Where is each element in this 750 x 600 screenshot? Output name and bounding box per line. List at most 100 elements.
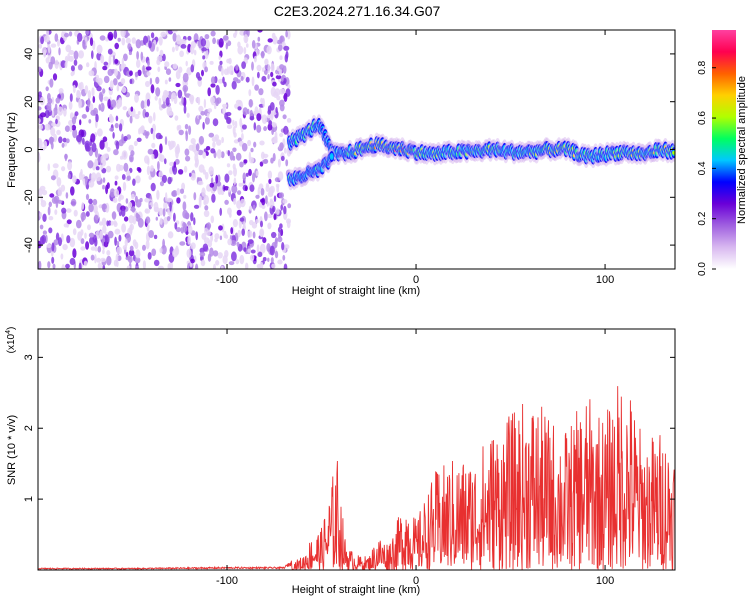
noise-speck — [88, 198, 93, 204]
noise-speck — [72, 128, 78, 139]
noise-speck — [189, 172, 192, 177]
noise-speck — [88, 119, 92, 124]
noise-speck — [284, 53, 288, 63]
noise-speck — [178, 129, 184, 136]
noise-speck — [174, 115, 179, 121]
noise-speck — [226, 116, 231, 124]
noise-speck — [195, 263, 199, 269]
noise-speck — [233, 132, 237, 138]
noise-speck — [90, 172, 97, 182]
noise-speck — [67, 161, 73, 171]
noise-speck — [148, 230, 155, 238]
noise-speck — [95, 77, 100, 83]
noise-speck — [259, 229, 264, 238]
noise-speck — [283, 263, 288, 269]
noise-speck — [266, 45, 272, 55]
noise-speck — [145, 216, 151, 224]
noise-speck — [280, 75, 284, 82]
noise-speck — [220, 190, 225, 196]
noise-speck — [215, 174, 219, 184]
noise-speck — [158, 97, 162, 106]
noise-speck — [45, 57, 50, 64]
snr-frame — [37, 328, 676, 571]
noise-speck — [204, 171, 209, 180]
noise-speck — [84, 175, 88, 186]
noise-speck — [174, 158, 180, 165]
noise-speck — [166, 197, 173, 203]
noise-speck — [257, 30, 263, 33]
bottom-x-tick-label: -100 — [216, 575, 238, 587]
noise-speck — [52, 73, 58, 81]
noise-speck — [131, 37, 137, 44]
noise-speck — [185, 155, 191, 162]
noise-speck — [287, 203, 292, 209]
noise-speck — [58, 47, 61, 56]
noise-speck — [168, 111, 174, 116]
noise-speck — [167, 263, 172, 269]
noise-speck — [99, 230, 104, 240]
noise-speck — [202, 55, 206, 60]
noise-speck — [102, 225, 107, 234]
noise-speck — [136, 51, 140, 60]
noise-speck — [264, 211, 268, 222]
noise-speck — [131, 206, 136, 213]
noise-speck — [204, 116, 210, 125]
noise-speck — [120, 78, 126, 85]
noise-speck — [206, 222, 212, 230]
noise-speck — [187, 235, 191, 245]
noise-speck — [264, 58, 269, 66]
noise-speck — [112, 132, 115, 139]
noise-speck — [267, 222, 272, 230]
noise-speck — [177, 124, 182, 130]
noise-speck — [181, 182, 186, 191]
noise-speck — [102, 265, 106, 269]
noise-speck — [220, 265, 224, 269]
noise-speck — [41, 46, 48, 56]
noise-speck — [173, 95, 178, 105]
noise-speck — [283, 147, 287, 154]
noise-speck — [236, 209, 242, 216]
noise-speck — [145, 80, 150, 88]
noise-speck — [212, 118, 219, 127]
noise-speck — [253, 55, 257, 63]
noise-speck — [134, 241, 139, 250]
noise-speck — [169, 161, 175, 167]
noise-speck — [171, 140, 176, 148]
noise-speck — [130, 150, 135, 157]
noise-speck — [219, 207, 222, 216]
noise-speck — [206, 112, 210, 119]
noise-speck — [80, 229, 84, 236]
noise-speck — [223, 230, 227, 239]
noise-speck — [91, 50, 94, 60]
noise-speck — [275, 106, 278, 114]
noise-speck — [96, 85, 102, 92]
noise-speck — [276, 185, 280, 193]
noise-speck — [167, 207, 170, 216]
noise-speck — [51, 242, 55, 252]
noise-speck — [68, 31, 73, 37]
noise-speck — [247, 230, 253, 238]
noise-speck — [270, 86, 276, 97]
noise-speck — [255, 170, 259, 177]
noise-speck — [215, 98, 220, 107]
noise-speck — [107, 98, 111, 109]
noise-speck — [272, 81, 277, 87]
noise-speck — [116, 240, 120, 247]
noise-speck — [228, 187, 231, 193]
noise-speck — [135, 265, 140, 269]
noise-speck — [164, 79, 168, 85]
noise-speck — [70, 65, 75, 72]
noise-speck — [267, 170, 273, 180]
noise-speck — [270, 63, 275, 73]
noise-speck — [82, 39, 86, 49]
noise-speck — [262, 159, 268, 164]
noise-speck — [243, 221, 246, 230]
noise-speck — [199, 251, 206, 257]
noise-speck — [148, 40, 152, 49]
noise-speck — [176, 34, 181, 45]
noise-speck — [113, 188, 120, 198]
noise-speck — [68, 101, 73, 110]
noise-speck — [128, 144, 134, 152]
noise-speck — [227, 207, 232, 215]
noise-speck — [175, 227, 182, 233]
